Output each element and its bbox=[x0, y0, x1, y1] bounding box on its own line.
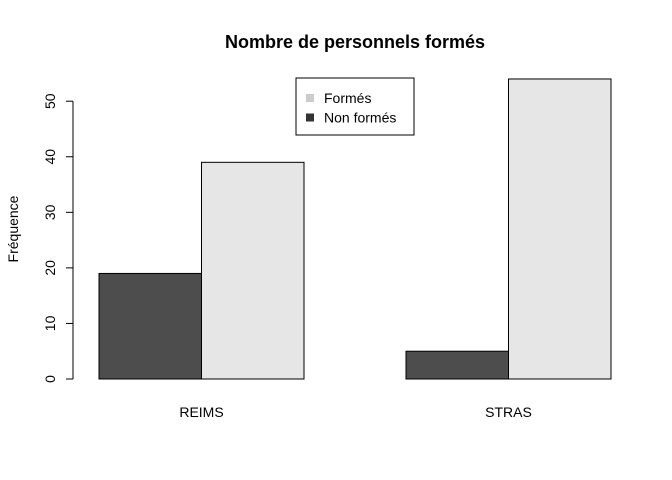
y-tick-label: 0 bbox=[42, 375, 58, 383]
bar-reims-formes bbox=[201, 161, 305, 380]
y-tick-label: 50 bbox=[42, 93, 58, 109]
bars bbox=[98, 78, 612, 380]
legend-swatch bbox=[306, 113, 314, 122]
bar-stras-non-formes bbox=[405, 350, 509, 380]
legend-swatch bbox=[306, 94, 314, 102]
category-label: REIMS bbox=[179, 404, 223, 420]
legend: Formés Non formés bbox=[295, 77, 415, 136]
bar-reims-non-formes bbox=[98, 272, 202, 380]
y-axis: 0 10 20 30 40 50 bbox=[42, 93, 74, 383]
y-tick-label: 20 bbox=[42, 260, 58, 276]
category-labels: REIMS STRAS bbox=[179, 404, 532, 420]
y-tick-label: 10 bbox=[42, 315, 58, 331]
y-tick-label: 40 bbox=[42, 149, 58, 165]
legend-entries: Formés Non formés bbox=[306, 90, 396, 126]
category-label: STRAS bbox=[485, 404, 532, 420]
chart-title: Nombre de personnels formés bbox=[225, 32, 485, 52]
legend-label: Non formés bbox=[324, 110, 396, 126]
legend-label: Formés bbox=[324, 90, 371, 106]
bar-stras-formes bbox=[508, 78, 612, 380]
y-axis-title: Fréquence bbox=[5, 195, 21, 262]
y-tick-label: 30 bbox=[42, 204, 58, 220]
legend-box bbox=[295, 77, 415, 136]
